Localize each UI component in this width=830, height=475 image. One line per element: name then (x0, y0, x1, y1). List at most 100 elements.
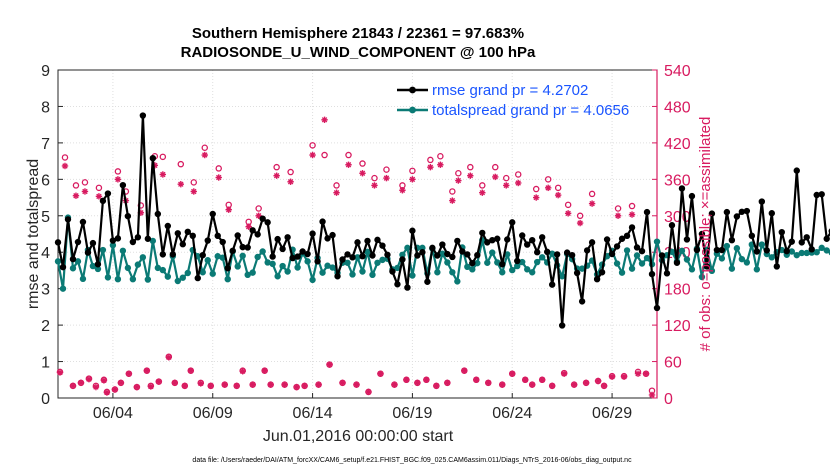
rmse-point (698, 230, 706, 238)
rmse-point (479, 229, 486, 237)
rmse-point (174, 230, 182, 237)
y-tick-label-right: 360 (664, 172, 691, 189)
obs-assimilated-marker (423, 376, 430, 383)
rmse-point (384, 251, 391, 258)
obs-assimilated-marker (261, 367, 268, 374)
rmse-point (823, 235, 830, 242)
rmse-point (279, 245, 286, 253)
rmse-point (314, 258, 321, 265)
rmse-point (788, 238, 795, 245)
obs-assimilated-marker (143, 367, 151, 374)
obs-assimilated-marker (433, 382, 440, 390)
rmse-point (808, 246, 815, 253)
totalspread-point (319, 269, 326, 276)
obs-possible-marker (554, 184, 562, 192)
rmse-point (424, 278, 431, 285)
obs-possible-marker (255, 205, 262, 212)
totalspread-point (204, 257, 211, 264)
rmse-point (693, 246, 701, 254)
totalspread-point (489, 249, 496, 256)
totalspread-point (309, 276, 316, 284)
rmse-point (708, 210, 716, 217)
totalspread-point (623, 247, 631, 254)
rmse-point (359, 253, 366, 260)
obs-assimilated-marker (171, 379, 179, 387)
obs-possible-marker (333, 182, 340, 189)
obs-possible-marker (114, 168, 122, 175)
totalspread-point (514, 262, 521, 270)
obs-possible-marker (427, 156, 434, 164)
obs-assimilated-marker (383, 174, 390, 182)
obs-possible-marker (359, 160, 366, 167)
rmse-point (578, 298, 586, 305)
rmse-point (623, 232, 631, 240)
rmse-point (209, 210, 216, 218)
totalspread-point (718, 255, 726, 262)
obs-assimilated-marker (207, 382, 214, 390)
totalspread-point (524, 266, 531, 273)
rmse-point (224, 265, 231, 272)
rmse-point (598, 269, 606, 276)
rmse-point (369, 252, 376, 259)
rmse-point (59, 263, 67, 271)
rmse-point (444, 250, 451, 258)
x-tick-label: 06/09 (193, 405, 233, 422)
obs-assimilated-marker (449, 197, 456, 204)
obs-assimilated-marker (437, 161, 444, 168)
obs-assimilated-marker (309, 151, 316, 159)
rmse-point (588, 239, 596, 246)
rmse-point (164, 222, 172, 230)
rmse-point (573, 269, 581, 277)
rmse-point (568, 251, 576, 259)
rmse-point (159, 251, 167, 258)
rmse-point (114, 235, 122, 242)
rmse-point (404, 284, 411, 291)
rmse-point (723, 208, 731, 216)
totalspread-point (184, 269, 191, 277)
totalspread-point (124, 264, 132, 272)
rmse-point (494, 235, 501, 242)
totalspread-point (409, 272, 416, 279)
rmse-point (409, 227, 416, 234)
totalspread-point (254, 253, 261, 261)
obs-assimilated-marker (315, 381, 322, 388)
x-tick-label: 06/19 (392, 405, 432, 422)
totalspread-point (529, 269, 536, 276)
obs-assimilated-marker (293, 383, 300, 391)
totalspread-point (643, 254, 651, 262)
totalspread-point (239, 252, 246, 260)
totalspread-point (159, 266, 167, 274)
rmse-point (768, 210, 776, 217)
obs-possible-marker (321, 151, 328, 159)
obs-possible-marker (492, 163, 499, 171)
rmse-point (184, 228, 191, 236)
obs-possible-marker (576, 212, 584, 220)
rmse-point (688, 192, 696, 200)
obs-assimilated-marker (403, 376, 410, 383)
obs-assimilated-marker (117, 379, 125, 387)
rmse-point (538, 234, 546, 241)
rmse-point (179, 241, 186, 248)
rmse-point (414, 252, 421, 259)
obs-assimilated-marker (391, 381, 398, 388)
rmse-point (269, 253, 276, 260)
y-tick-label-right: 120 (664, 318, 691, 335)
rmse-point (354, 239, 361, 246)
rmse-point (773, 263, 780, 270)
totalspread-point (628, 265, 636, 272)
totalspread-point (374, 259, 381, 266)
rmse-point (79, 218, 87, 226)
y-tick-label-left: 9 (41, 63, 50, 80)
x-tick-label: 06/14 (293, 405, 333, 422)
obs-assimilated-marker (499, 381, 506, 388)
rmse-point (169, 251, 177, 258)
obs-assimilated-marker (103, 389, 111, 396)
totalspread-point (618, 269, 626, 276)
totalspread-point (558, 273, 566, 280)
rmse-point (464, 251, 471, 258)
rmse-point (793, 167, 800, 174)
rmse-point (703, 263, 711, 270)
rmse-point (259, 215, 266, 222)
data-file-footnote: data file: /Users/raeder/DAI/ATM_forcXX/… (192, 457, 632, 464)
